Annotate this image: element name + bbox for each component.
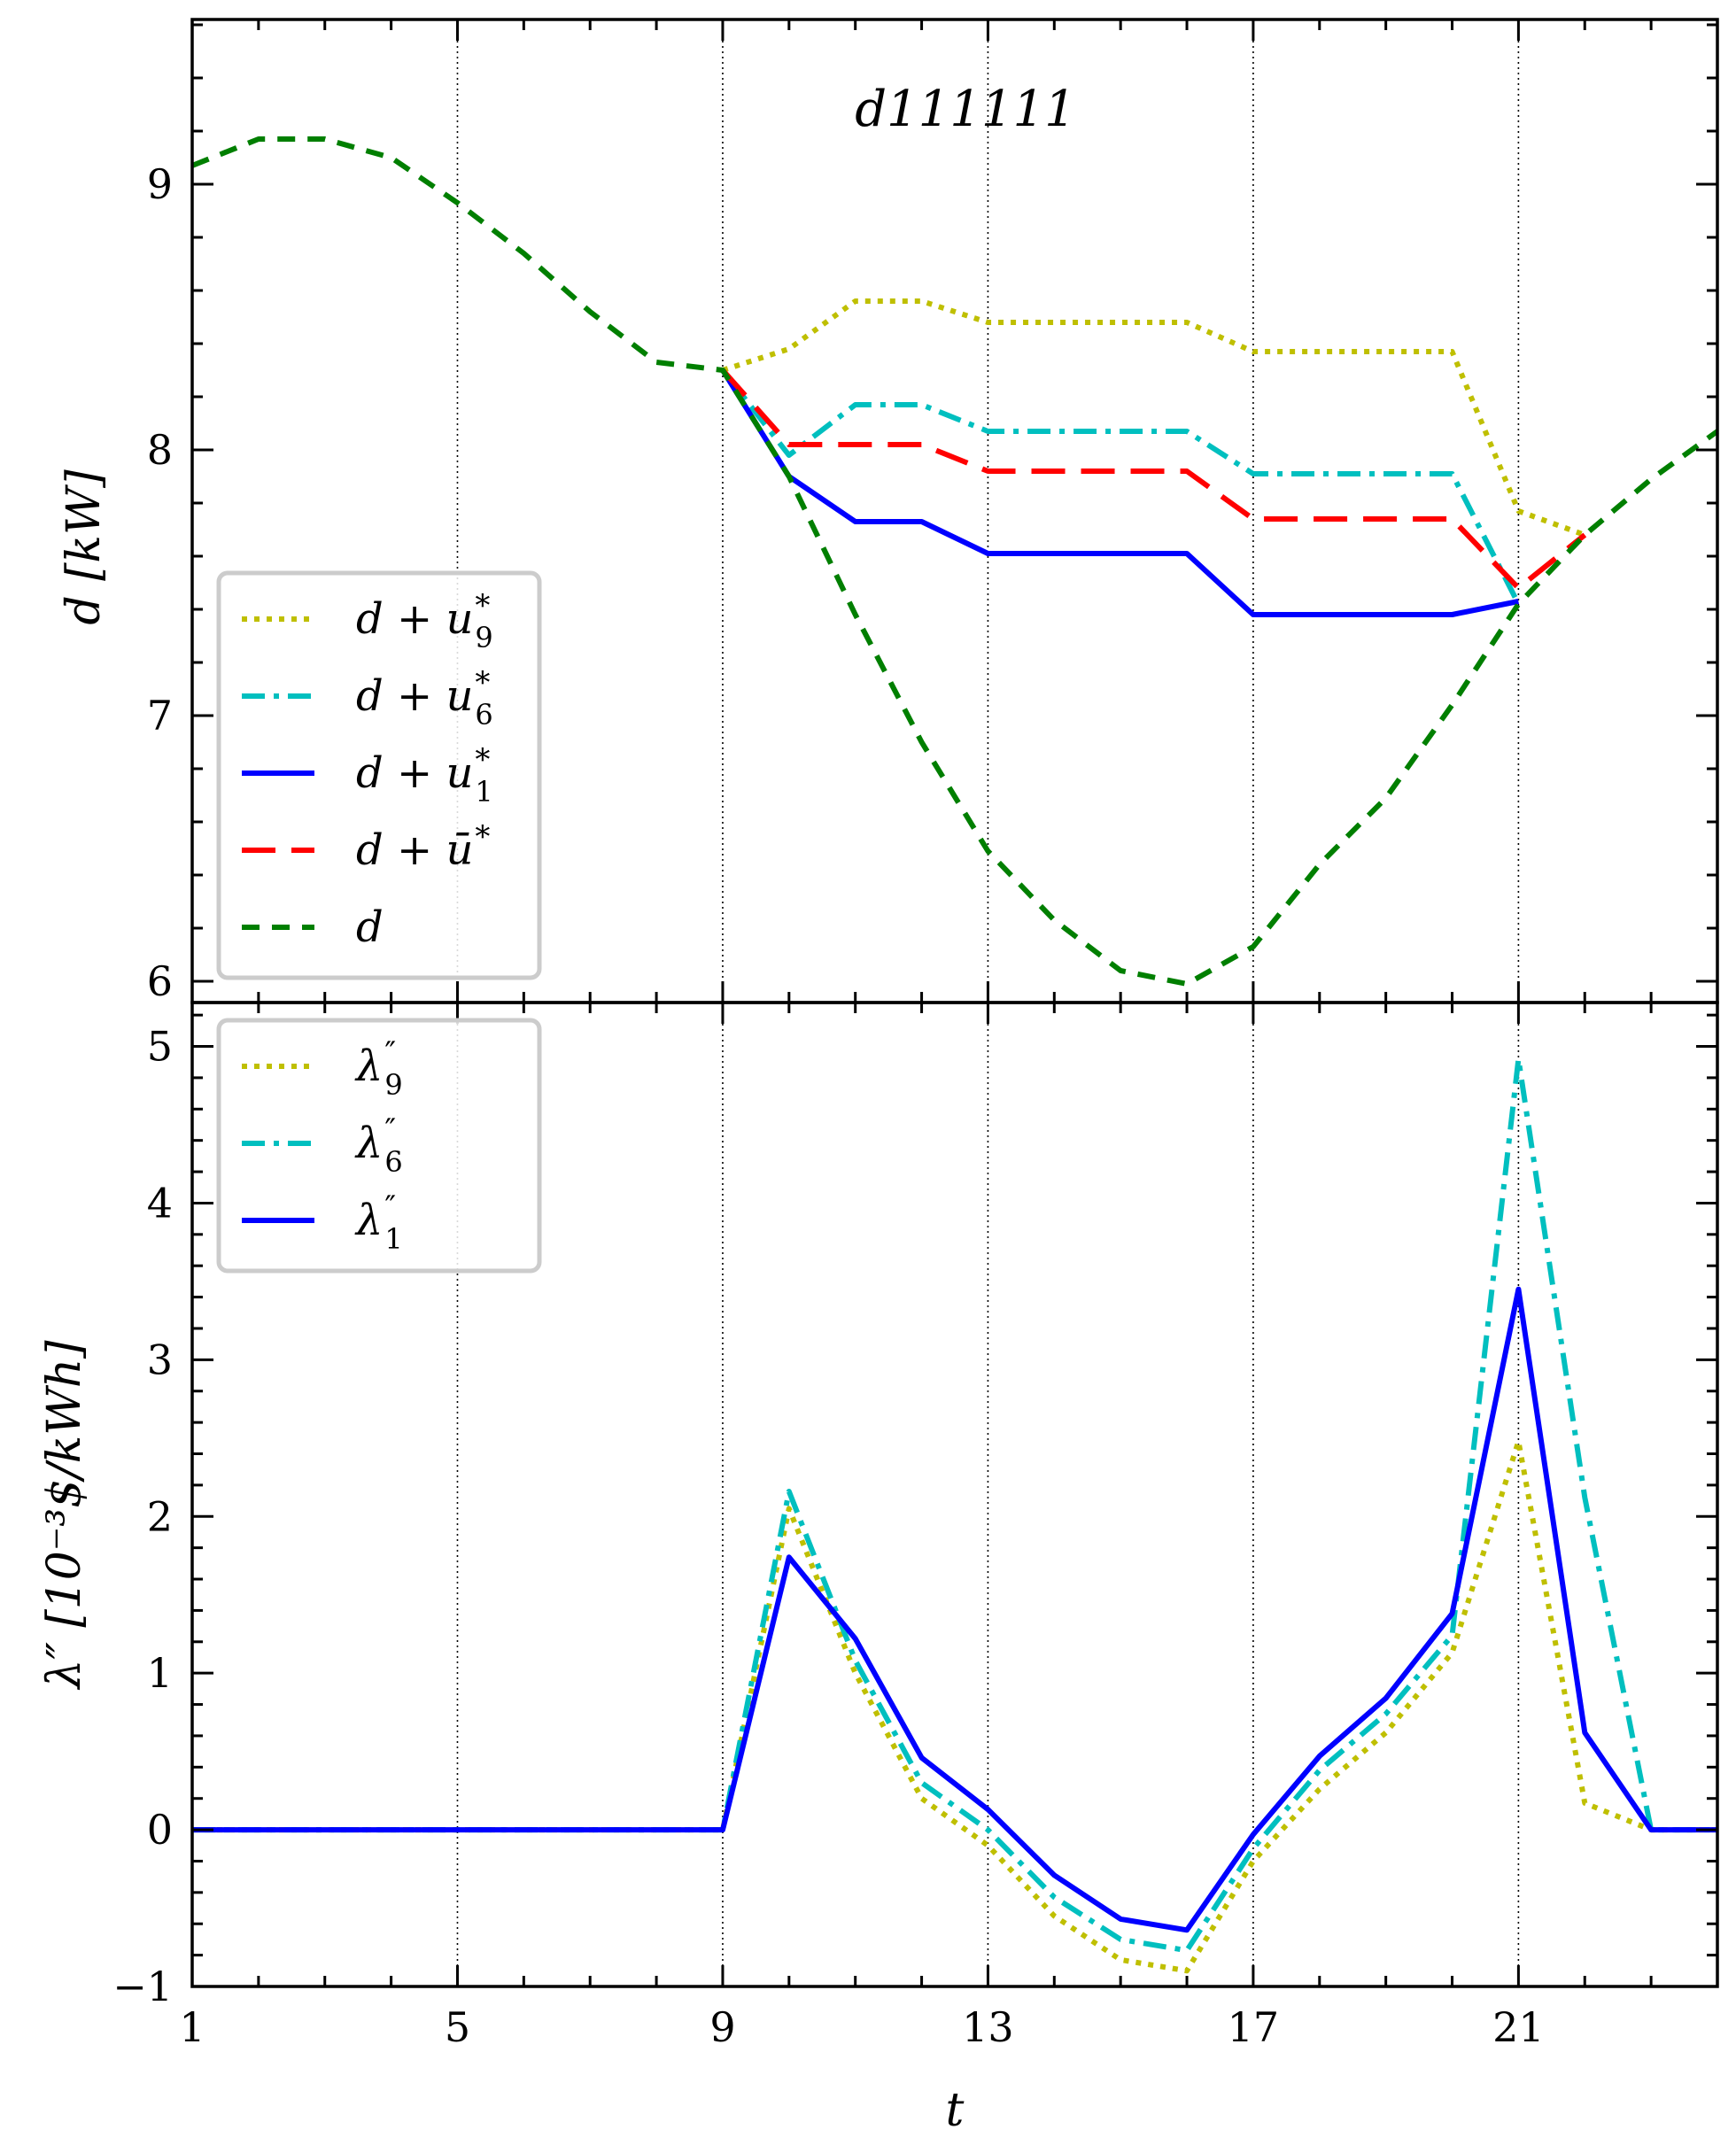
legend-label: d + u: [356, 748, 473, 798]
legend-label-sup: ″: [384, 1112, 396, 1148]
series-line: [722, 298, 1586, 538]
series-line: [192, 1438, 1717, 1974]
series-line: [192, 1056, 1717, 1954]
y-tick-label: 5: [147, 1023, 173, 1071]
x-tick-label: 13: [962, 2003, 1014, 2051]
top-panel-title: d111111: [855, 81, 1076, 138]
x-tick-label: 5: [445, 2003, 470, 2051]
legend-label-sub: 1: [475, 775, 492, 809]
legend-label-sub: 1: [384, 1222, 402, 1256]
x-tick-label: 21: [1492, 2003, 1545, 2051]
y-tick-label: 3: [147, 1336, 173, 1383]
y-tick-label: 1: [147, 1649, 173, 1697]
series-line: [720, 368, 1587, 591]
legend-label: d + ū: [356, 825, 473, 875]
legend-box: [216, 570, 542, 980]
legend-label: d: [356, 902, 384, 952]
series-lines: [190, 136, 1719, 1974]
top-y-axis-label: d [kW]: [58, 469, 111, 625]
legend-top: d + u *9d + u *6d + u *1d + ū *d: [216, 570, 542, 980]
legend-label-sup: *: [475, 742, 490, 778]
y-tick-label: 7: [147, 692, 173, 740]
legend-label-sub: 6: [475, 698, 492, 732]
y-tick-label: −1: [112, 1963, 173, 2010]
x-tick-label: 17: [1228, 2003, 1280, 2051]
y-tick-label: 2: [147, 1492, 173, 1540]
legend-label-sub: 9: [475, 621, 492, 654]
axis-ticks: [190, 19, 1719, 1988]
legend-label: λ: [354, 1042, 383, 1091]
x-tick-label: 9: [709, 2003, 735, 2051]
legend-label-sub: 6: [384, 1145, 402, 1179]
series-line: [720, 368, 1519, 617]
legend-label-sub: 9: [384, 1068, 402, 1102]
series-line: [720, 368, 1522, 606]
legend-label-sup: *: [475, 588, 490, 623]
y-tick-label: 8: [147, 426, 173, 474]
legend-label: d + u: [356, 671, 473, 721]
series-line: [190, 136, 1719, 987]
legend-label-sup: *: [475, 819, 490, 855]
legend-label: λ: [354, 1119, 383, 1168]
legend-box: [216, 1018, 542, 1274]
y-tick-label: 9: [147, 160, 173, 208]
legend-label-sup: ″: [384, 1035, 396, 1071]
legend-bottom: λ ″9λ ″6λ ″1: [216, 1018, 542, 1274]
bottom-y-axis-label: λ″ [10⁻³$/kWh]: [38, 1340, 91, 1691]
axes-frames: [190, 18, 1719, 1988]
x-tick-label: 1: [179, 2003, 205, 2051]
series-line: [192, 1286, 1717, 1933]
axes-frame: [190, 1001, 1719, 1988]
legend-label-sup: *: [475, 665, 490, 701]
legends: d + u *9d + u *6d + u *1d + ū *dλ ″9λ ″6λ ″1: [216, 570, 542, 1274]
tick-labels: 6 7 8 9 −1 0 1 2 3 4 5 1 5 9 13 17 21: [112, 160, 1544, 2051]
legend-label-sup: ″: [384, 1189, 396, 1225]
y-tick-label: 0: [147, 1806, 173, 1854]
y-tick-label: 4: [147, 1179, 173, 1227]
y-tick-label: 6: [147, 957, 173, 1005]
x-axis-label: t: [946, 2084, 965, 2137]
legend-label: λ: [354, 1196, 383, 1245]
legend-label: d + u: [356, 594, 473, 644]
